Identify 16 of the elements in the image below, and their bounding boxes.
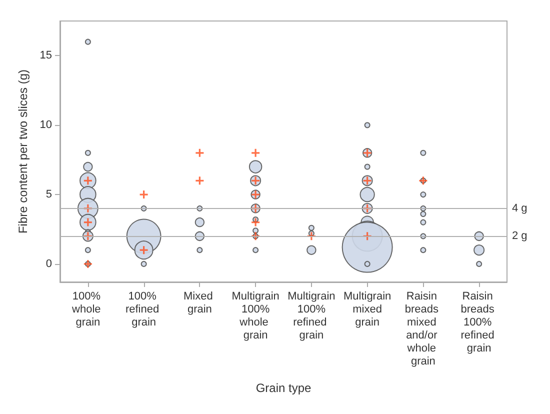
ref-line-label: 4 g: [512, 202, 528, 214]
x-tick-label: Multigrain 100% whole grain: [232, 290, 280, 342]
ref-line-label: 2 g: [512, 230, 528, 242]
x-axis-title: Grain type: [256, 381, 312, 395]
x-tick-label: Raisin breads mixed and/or whole grain: [404, 290, 442, 368]
x-tick-label: Mixed grain: [183, 290, 216, 316]
x-tick-label: 100% whole grain: [71, 290, 104, 328]
y-tick-label: 5: [46, 188, 52, 201]
y-tick-label: 0: [46, 258, 52, 270]
x-tick-label: Multigrain 100% refined grain: [288, 290, 336, 342]
x-tick-label: Multigrain mixed grain: [343, 290, 392, 328]
y-tick-label: 10: [40, 119, 52, 132]
y-tick-label: 15: [40, 50, 52, 62]
x-tick-label: 100% refined grain: [125, 290, 162, 328]
y-axis-title: Fibre content per two slices (g): [16, 69, 30, 234]
x-tick-label: Raisin breads 100% refined grain: [460, 290, 498, 354]
